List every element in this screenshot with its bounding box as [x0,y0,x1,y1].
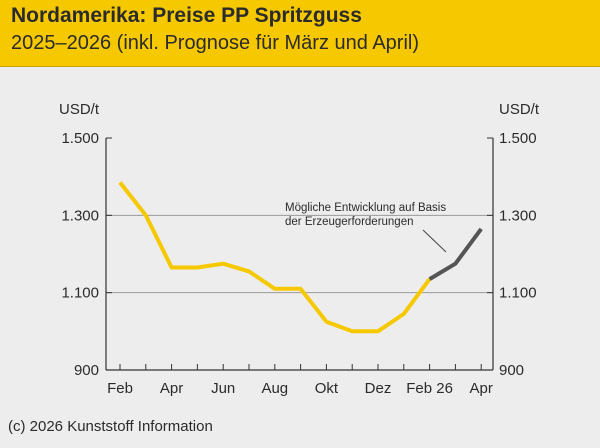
y-tick-label-left: 1.100 [61,285,99,302]
y-tick-label-left: 900 [74,362,99,379]
x-tick-label: Apr [470,380,493,397]
chart-subtitle: 2025–2026 (inkl. Prognose für März und A… [11,32,419,55]
chart-title: Nordamerika: Preise PP Spritzguss [11,4,362,28]
x-tick-label: Dez [365,380,392,397]
x-tick-label: Feb 26 [406,380,453,397]
chart-area: 900 900 1.100 1.100 1.300 1.300 1.500 1.500 USD/… [0,66,600,443]
forecast-series-line [430,229,482,279]
x-tick-label: Apr [160,380,183,397]
annotation-text-line-1: Mögliche Entwicklung auf Basis [285,202,446,214]
x-tick-label: Jun [211,380,235,397]
x-tick-label: Aug [261,380,288,397]
annotation-text-line-2: der Erzeugerforderungen [285,216,414,228]
line-chart: 900 900 1.100 1.100 1.300 1.300 1.500 1.500 USD/… [0,66,600,443]
y-axis-label-right: USD/t [499,101,540,118]
y-tick-label-right: 1.300 [499,207,537,224]
y-tick-label-right: 1.100 [499,285,537,302]
y-tick-label-left: 1.300 [61,207,99,224]
x-tick-label: Okt [315,380,339,397]
y-tick-label-right: 900 [499,362,524,379]
annotation-leader-line [423,230,446,252]
y-axis-label-left: USD/t [59,101,100,118]
x-tick-label: Feb [107,380,133,397]
footer-credit: (c) 2026 Kunststoff Information [8,418,213,435]
header-banner: Nordamerika: Preise PP Spritzguss 2025–2… [0,0,600,67]
y-tick-label-left: 1.500 [61,130,99,147]
y-tick-label-right: 1.500 [499,130,537,147]
